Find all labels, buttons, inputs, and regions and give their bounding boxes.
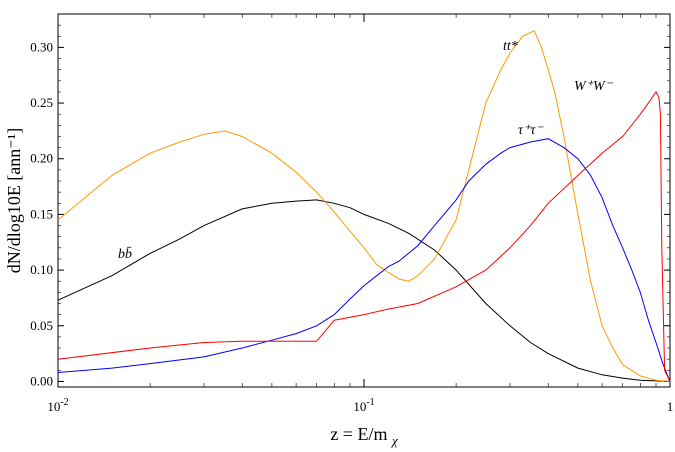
series-line-1 (57, 30, 671, 382)
series-line-0 (57, 199, 671, 382)
y-tick-label: 0.10 (30, 262, 53, 277)
x-axis-title: z = E/m χ (330, 424, 398, 448)
y-tick-label: 0.00 (30, 373, 53, 388)
x-axis-title-main: z = E/m (330, 424, 387, 444)
labels-layer: bb̄ tt* τ⁺τ⁻ W⁺W⁻ (118, 39, 614, 262)
series-label-1: tt* (503, 39, 518, 54)
series-layer (57, 30, 671, 382)
y-tick-label: 0.05 (30, 318, 53, 333)
y-tick-label: 0.20 (30, 151, 53, 166)
y-tick-label: 0.30 (30, 39, 53, 54)
x-tick-label: 10-2 (47, 397, 68, 414)
series-label-0: bb̄ (118, 246, 132, 262)
x-tick-label: 1 (667, 399, 674, 414)
y-tick-label: 0.15 (30, 206, 53, 221)
y-tick-label: 0.25 (30, 95, 53, 110)
series-line-3 (57, 90, 671, 382)
axis-ticks: 0.00 0.05 0.10 0.15 0.20 0.25 0.30 10-2 10-1 1 (30, 14, 673, 414)
series-label-3: W⁺W⁻ (574, 79, 614, 94)
series-label-2: τ⁺τ⁻ (518, 123, 544, 138)
x-axis-title-subscript: χ (390, 433, 398, 448)
x-tick-label: 10-1 (353, 397, 374, 414)
series-line-2 (57, 138, 671, 382)
plot-frame (57, 13, 671, 388)
y-axis-title: dN/dlog10E [ann⁻¹] (4, 128, 24, 273)
